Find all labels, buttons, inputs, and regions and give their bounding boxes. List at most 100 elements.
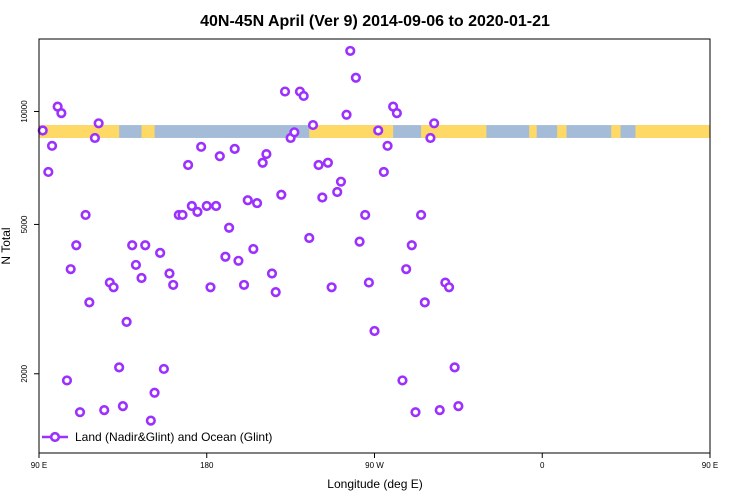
- data-point: [43, 166, 54, 178]
- data-point: [248, 243, 259, 255]
- data-point: [453, 401, 464, 412]
- data-point: [177, 209, 188, 221]
- data-point: [307, 119, 319, 131]
- data-point: [145, 415, 156, 426]
- data-point: [397, 375, 408, 386]
- data-points: [37, 45, 464, 426]
- data-point: [261, 148, 272, 160]
- data-point: [74, 407, 86, 418]
- x-tick-label: 90 E: [31, 461, 47, 470]
- legend: Land (Nadir&Glint) and Ocean (Glint): [42, 430, 272, 444]
- data-point: [360, 209, 371, 221]
- data-point: [121, 316, 132, 327]
- data-point: [37, 125, 48, 136]
- x-tick-label: 90 E: [702, 461, 718, 470]
- data-point: [410, 407, 421, 418]
- land-segment: [611, 125, 621, 138]
- land-segment: [635, 125, 710, 138]
- data-point: [298, 90, 309, 102]
- data-point: [354, 236, 365, 247]
- data-point: [61, 375, 73, 386]
- data-point: [266, 268, 278, 279]
- data-point: [378, 166, 389, 178]
- x-tick-label: 90 W: [365, 461, 384, 470]
- data-point: [401, 264, 412, 275]
- land-segment: [529, 125, 537, 138]
- data-point: [363, 277, 375, 288]
- data-point: [130, 259, 142, 271]
- data-point: [415, 209, 427, 221]
- x-tick-label: 0: [540, 461, 545, 470]
- land-segment: [557, 125, 567, 138]
- data-point: [186, 200, 197, 212]
- data-point: [46, 140, 58, 151]
- data-point: [136, 272, 147, 284]
- data-point: [108, 282, 119, 293]
- data-point: [214, 151, 225, 162]
- data-point: [276, 189, 287, 200]
- land-segment: [309, 125, 394, 138]
- plot-frame: [38, 38, 711, 454]
- data-point: [373, 125, 384, 136]
- data-point: [205, 282, 216, 293]
- data-point: [65, 264, 76, 275]
- data-point: [149, 387, 160, 398]
- chart-title: 40N-45N April (Ver 9) 2014-09-06 to 2020…: [200, 13, 550, 30]
- data-point: [289, 127, 300, 138]
- data-point: [345, 45, 356, 57]
- data-point: [155, 247, 166, 258]
- data-point: [335, 176, 347, 187]
- data-point: [332, 186, 343, 198]
- legend-label: Land (Nadir&Glint) and Ocean (Glint): [75, 430, 272, 444]
- y-axis-label: N Total: [0, 227, 13, 264]
- data-point: [84, 297, 95, 308]
- y-tick-label: 5000: [20, 215, 29, 233]
- land-segment: [141, 125, 155, 138]
- land-segment: [39, 125, 120, 138]
- data-point: [238, 279, 250, 291]
- data-point: [341, 109, 352, 120]
- data-point: [449, 362, 460, 373]
- data-point: [99, 405, 110, 416]
- data-point: [322, 157, 334, 168]
- y-tick-label: 10000: [20, 100, 29, 123]
- data-point: [158, 363, 169, 375]
- data-point: [233, 255, 244, 266]
- data-point: [210, 200, 222, 212]
- data-point: [220, 251, 231, 262]
- data-point: [80, 209, 91, 221]
- data-point: [326, 282, 337, 293]
- data-point: [183, 159, 194, 171]
- data-point: [127, 240, 138, 251]
- data-point: [304, 232, 315, 244]
- data-point: [425, 132, 436, 144]
- data-point: [164, 268, 175, 279]
- data-point: [434, 405, 445, 416]
- data-point: [201, 200, 212, 212]
- data-point: [93, 118, 104, 129]
- legend-marker: [49, 431, 61, 443]
- data-point: [56, 108, 67, 119]
- data-point: [369, 325, 380, 337]
- data-point: [251, 197, 263, 209]
- data-point: [382, 140, 393, 151]
- land-segment: [421, 125, 487, 138]
- data-point: [257, 157, 268, 168]
- data-point: [313, 159, 324, 171]
- data-point: [279, 86, 291, 97]
- data-point: [419, 297, 430, 308]
- data-point: [117, 401, 128, 412]
- data-point: [71, 240, 82, 251]
- data-point: [196, 141, 207, 152]
- data-point: [224, 222, 235, 233]
- data-point: [317, 192, 328, 203]
- x-tick-label: 180: [200, 461, 214, 470]
- data-point: [89, 132, 101, 144]
- data-point: [140, 240, 151, 251]
- data-point: [406, 240, 417, 251]
- x-axis: 90 E 180 90 W 0 90 E: [31, 453, 718, 470]
- data-point: [192, 206, 203, 217]
- data-point: [429, 118, 440, 129]
- data-point: [114, 362, 125, 373]
